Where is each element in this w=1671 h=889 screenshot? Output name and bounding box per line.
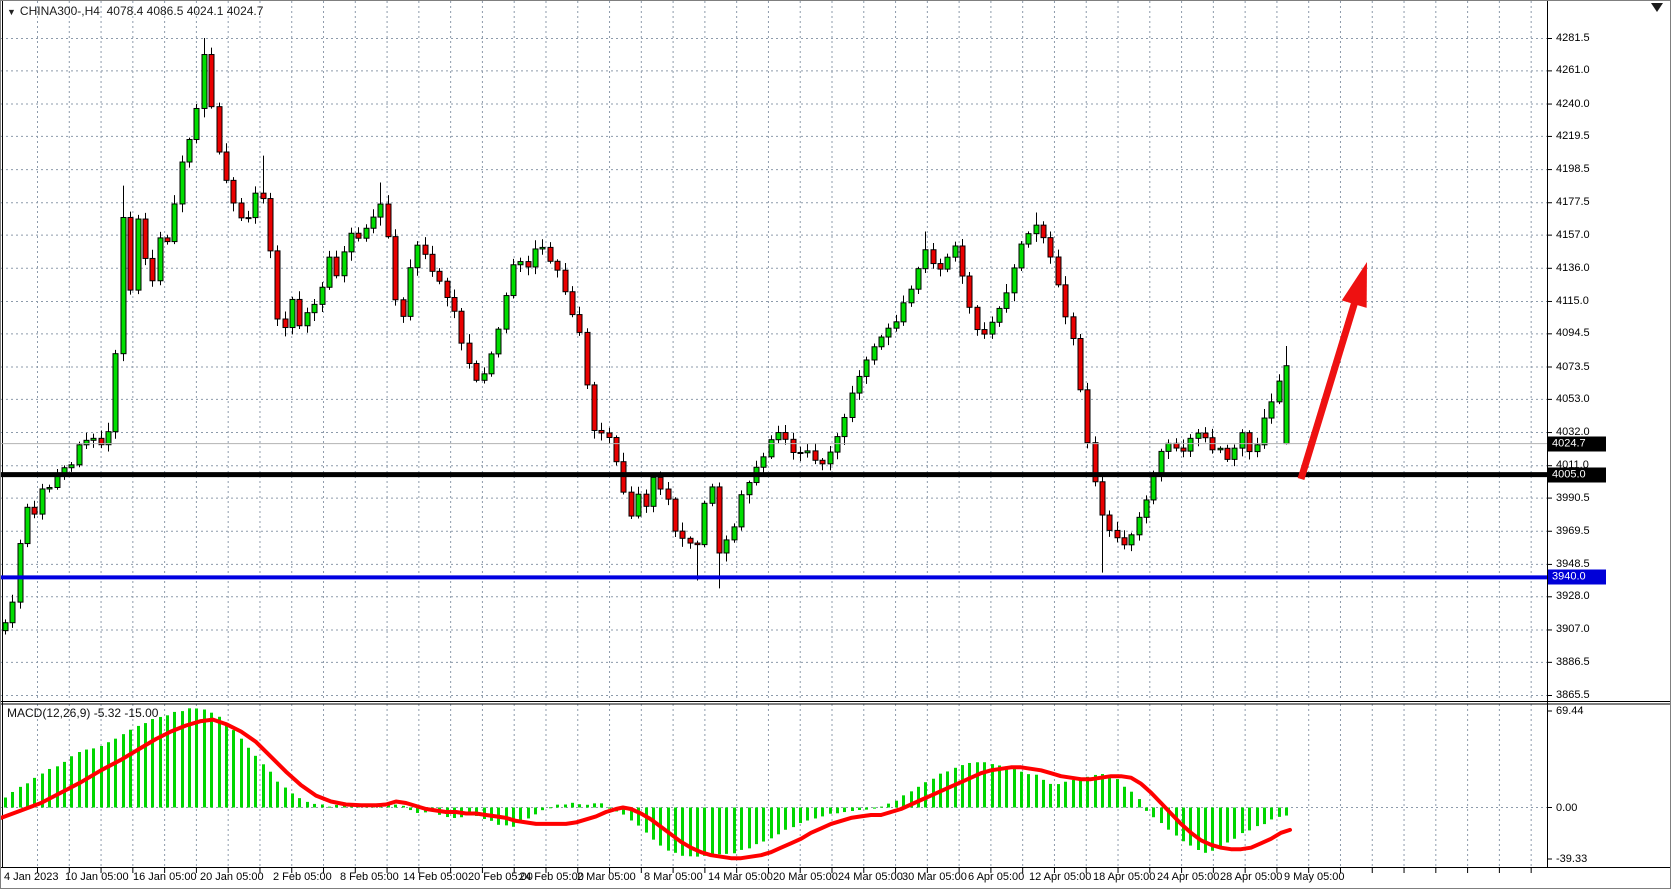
time-axis-label: 8 Mar 05:00 (644, 871, 703, 883)
time-axis-label: 10 Jan 05:00 (65, 871, 129, 883)
time-axis-label: 24 Feb 05:00 (519, 871, 584, 883)
time-axis-label: 20 Mar 05:00 (773, 871, 838, 883)
price-axis-label: 4219.5 (1556, 129, 1590, 142)
trend-arrow-shaft[interactable] (1297, 297, 1360, 481)
macd-axis-label: -39.33 (1556, 853, 1588, 865)
macd-main-value: -5.32 (93, 706, 122, 720)
price-axis-label: 4032.0 (1556, 426, 1590, 439)
time-axis-label: 4 Jan 2023 (4, 871, 59, 883)
chart-header: ▼ CHINA300-,H4 4078.4 4086.5 4024.1 4024.… (7, 4, 263, 18)
price-axis-label: 4240.0 (1556, 97, 1590, 110)
price-axis-label: 3969.5 (1556, 524, 1590, 537)
macd-indicator-label: MACD(12,26,9) -5.32 -15.00 (7, 706, 158, 720)
time-axis-label: 2 Feb 05:00 (273, 871, 332, 883)
price-axis-label: 4136.0 (1556, 261, 1590, 274)
time-axis-label: 20 Feb 05:00 (468, 871, 533, 883)
price-axis-label: 4053.0 (1556, 392, 1590, 405)
time-axis-label: 18 Apr 05:00 (1093, 871, 1156, 883)
symbol-dropdown-icon[interactable]: ▼ (7, 7, 16, 17)
time-axis-label: 8 Feb 05:00 (340, 871, 399, 883)
time-axis-label: 2 Mar 05:00 (577, 871, 636, 883)
time-axis-label: 30 Mar 05:00 (902, 871, 967, 883)
symbol-period-label: CHINA300-,H4 (19, 4, 100, 18)
price-badge-black-hline: 4005.0 (1548, 467, 1606, 483)
macd-signal-value: -15.00 (124, 706, 159, 720)
price-axis-label: 4281.5 (1556, 32, 1590, 44)
price-badge-blue-hline: 3940.0 (1548, 569, 1606, 585)
time-axis-label: 16 Jan 05:00 (133, 871, 197, 883)
price-axis-label: 4115.0 (1556, 294, 1589, 307)
time-axis-label: 24 Apr 05:00 (1157, 871, 1220, 883)
time-axis-label: 14 Feb 05:00 (403, 871, 468, 883)
price-axis-label: 4261.0 (1556, 64, 1590, 77)
macd-name: MACD(12,26,9) (7, 706, 91, 720)
price-axis-label: 3886.5 (1556, 655, 1590, 668)
time-axis-label: 6 Apr 05:00 (968, 871, 1025, 883)
time-axis-label: 28 Apr 05:00 (1220, 871, 1283, 883)
price-badge-current-price: 4024.7 (1548, 436, 1606, 452)
macd-axis-label: 69.44 (1556, 705, 1584, 717)
time-axis-label: 24 Mar 05:00 (838, 871, 903, 883)
ohlc-values: 4078.4 4086.5 4024.1 4024.7 (106, 4, 264, 18)
price-axis-label: 4198.5 (1556, 163, 1590, 176)
chart-shift-marker-icon[interactable] (1651, 3, 1663, 12)
price-axis-label: 3865.5 (1556, 689, 1590, 701)
price-axis-label: 3990.5 (1556, 491, 1590, 504)
price-axis-label: 3948.5 (1556, 557, 1590, 570)
trend-arrow-head[interactable] (1341, 262, 1367, 308)
price-axis-label: 4073.5 (1556, 360, 1590, 373)
price-axis-label: 3907.0 (1556, 623, 1590, 636)
time-axis-label: 12 Apr 05:00 (1029, 871, 1092, 883)
price-axis-label: 4157.0 (1556, 228, 1590, 241)
time-axis-label: 20 Jan 05:00 (200, 871, 264, 883)
time-axis-label: 14 Mar 05:00 (708, 871, 773, 883)
time-axis-label: 9 May 05:00 (1284, 871, 1345, 883)
price-axis-label: 3928.0 (1556, 590, 1590, 603)
price-axis-label: 4094.5 (1556, 327, 1590, 340)
price-axis-label: 4177.5 (1556, 196, 1590, 209)
macd-axis-label: 0.00 (1556, 801, 1578, 814)
macd-signal-line (1, 717, 1292, 861)
